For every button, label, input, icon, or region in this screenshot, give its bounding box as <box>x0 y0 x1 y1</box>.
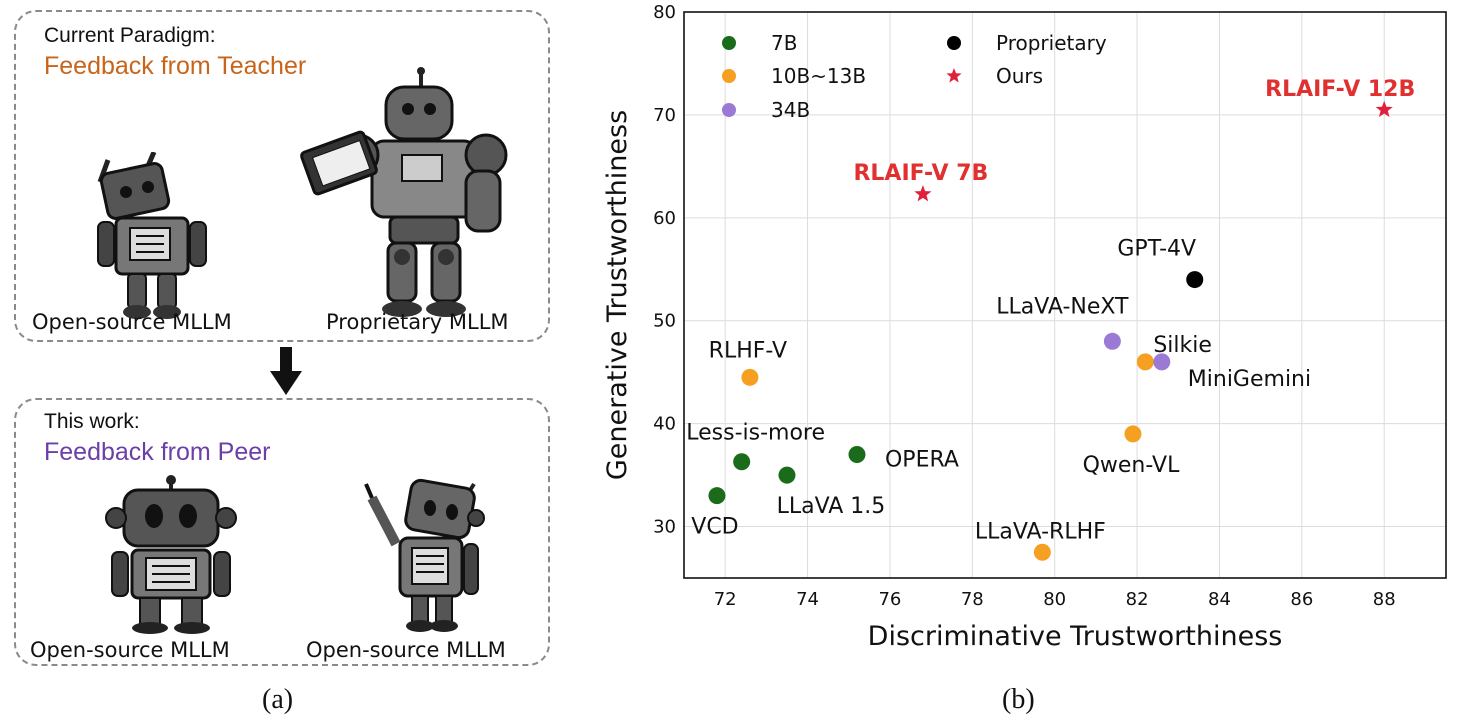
peer-robot-left-icon <box>105 475 237 634</box>
point-labels: VCD Less-is-more LLaVA 1.5 OPERA RLHF-V LLaVA… <box>686 77 1415 545</box>
open-source-robot-icon <box>97 152 207 319</box>
legend-label-7b: 7B <box>771 31 797 55</box>
plot-area <box>684 12 1446 578</box>
legend-marker-ours <box>946 68 962 83</box>
teacher-feedback-title: Feedback from Teacher <box>44 52 307 80</box>
point-minigemini <box>1153 353 1171 371</box>
x-tick-label: 86 <box>1290 589 1313 610</box>
label-qwen-vl: Qwen-VL <box>1083 453 1180 478</box>
legend: 7B 10B~13B 34B Proprietary Ours <box>722 31 1107 122</box>
x-tick-label: 82 <box>1126 589 1149 610</box>
current-paradigm-box: Current Paradigm: Feedback from Teacher <box>14 10 550 342</box>
label-minigemini: MiniGemini <box>1188 367 1311 392</box>
point-vcd <box>708 487 726 505</box>
x-tick-label: 76 <box>878 589 901 610</box>
current-paradigm-label: Current Paradigm: <box>44 24 216 47</box>
y-tick-label: 70 <box>653 105 676 126</box>
point-llava-1-5 <box>778 466 796 484</box>
panel-a: Current Paradigm: Feedback from Teacher <box>0 0 580 726</box>
legend-label-10b-13b: 10B~13B <box>771 64 866 88</box>
point-silkie <box>1136 353 1154 371</box>
y-axis-label: Generative Trustworthiness <box>602 110 633 480</box>
down-arrow-icon <box>270 347 302 395</box>
this-work-label: This work: <box>44 410 140 433</box>
data-points <box>708 100 1393 561</box>
point-rlhf-v <box>741 368 759 386</box>
point-less-is-more <box>733 453 751 471</box>
legend-marker-7b <box>722 36 736 50</box>
label-llava-1-5: LLaVA 1.5 <box>777 494 886 519</box>
label-rlhf-v: RLHF-V <box>709 338 787 363</box>
peer-robot-right-icon <box>364 478 485 632</box>
open-source-mllm-left-label: Open-source MLLM <box>30 638 230 662</box>
point-gpt-4v <box>1186 271 1204 289</box>
y-tick-label: 40 <box>653 414 676 435</box>
legend-label-34b: 34B <box>771 98 810 122</box>
label-gpt-4v: GPT-4V <box>1117 237 1196 262</box>
y-tick-label: 50 <box>653 311 676 332</box>
this-work-box: This work: Feedback from Peer <box>14 398 550 666</box>
label-vcd: VCD <box>691 515 738 540</box>
plot-frame <box>683 11 1447 579</box>
label-rlaif-v-7b: RLAIF-V 7B <box>853 161 988 186</box>
x-tick-label: 72 <box>714 589 737 610</box>
point-llava-rlhf <box>1033 543 1051 561</box>
x-tick-label: 84 <box>1208 589 1231 610</box>
legend-marker-10b-13b <box>722 69 736 83</box>
x-axis-label: Discriminative Trustworthiness <box>868 621 1283 652</box>
y-tick-label: 60 <box>653 208 676 229</box>
label-llava-rlhf: LLaVA-RLHF <box>975 519 1106 544</box>
open-source-mllm-right-label: Open-source MLLM <box>306 638 506 662</box>
x-tick-label: 78 <box>961 589 984 610</box>
point-rlaif-v-7b-star <box>914 185 932 202</box>
point-llava-next <box>1103 332 1121 350</box>
legend-label-ours: Ours <box>996 64 1043 88</box>
open-source-mllm-label: Open-source MLLM <box>32 310 232 334</box>
label-opera: OPERA <box>885 448 959 473</box>
panel-a-caption: (a) <box>262 684 294 715</box>
point-qwen-vl <box>1124 425 1142 443</box>
point-rlaif-v-12b-star <box>1375 100 1393 117</box>
x-tick-label: 88 <box>1373 589 1396 610</box>
legend-marker-34b <box>722 103 736 117</box>
legend-marker-proprietary <box>947 36 961 50</box>
peer-feedback-title: Feedback from Peer <box>44 438 271 466</box>
trustworthiness-scatter-chart: 72 74 76 78 80 82 84 86 88 30 40 50 60 70 80 VCD Less-… <box>602 2 1447 652</box>
proprietary-mllm-label: Proprietary MLLM <box>326 310 509 334</box>
panel-b-caption: (b) <box>1002 684 1035 715</box>
y-tick-labels: 30 40 50 60 70 80 <box>653 2 676 538</box>
label-llava-next: LLaVA-NeXT <box>996 294 1129 319</box>
legend-label-proprietary: Proprietary <box>996 31 1107 55</box>
label-rlaif-v-12b: RLAIF-V 12B <box>1265 77 1415 102</box>
point-opera <box>848 446 866 464</box>
x-tick-labels: 72 74 76 78 80 82 84 86 88 <box>714 589 1396 610</box>
y-tick-label: 80 <box>653 2 676 23</box>
label-silkie: Silkie <box>1153 333 1212 358</box>
label-less-is-more: Less-is-more <box>686 421 825 446</box>
x-tick-label: 80 <box>1043 589 1066 610</box>
y-tick-label: 30 <box>653 517 676 538</box>
x-tick-label: 74 <box>796 589 819 610</box>
proprietary-robot-icon <box>300 67 508 317</box>
